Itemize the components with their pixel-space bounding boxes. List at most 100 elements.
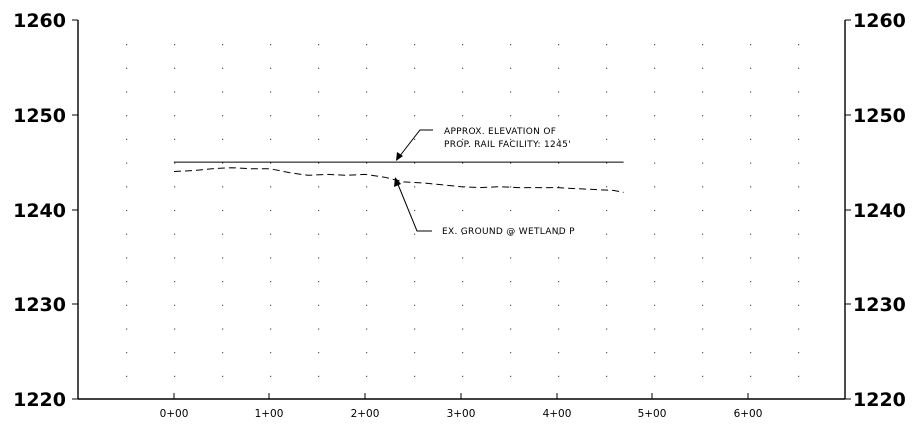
grid-dot: [318, 138, 320, 140]
station-label: 4+00: [543, 408, 572, 420]
grid-dot: [222, 209, 224, 212]
grid-dot: [126, 138, 128, 140]
grid-dot: [366, 281, 368, 283]
grid-dot: [366, 186, 368, 188]
left-elevation-axis: 1260 1250 1240 1230 1220: [13, 10, 79, 411]
grid-dot: [270, 233, 272, 235]
grid-dot: [126, 233, 128, 235]
left-elevation-label: 1230: [13, 294, 66, 316]
grid-dot: [606, 67, 608, 69]
grid-dot: [750, 209, 752, 212]
station-label: 1+00: [255, 408, 284, 420]
grid-dot: [702, 209, 704, 212]
grid-dot: [750, 304, 752, 306]
grid-dot: [318, 67, 320, 69]
grid-dot: [654, 162, 656, 164]
grid-dot: [126, 44, 128, 46]
existing-ground-line: [173, 167, 624, 193]
grid-dot: [558, 352, 560, 354]
grid-dot: [462, 162, 464, 164]
grid-dot: [126, 91, 128, 93]
grid-dot: [750, 186, 752, 188]
grid-dot: [462, 281, 464, 283]
grid-dot: [414, 233, 416, 235]
grid-dot: [318, 304, 320, 306]
grid-dot: [366, 44, 368, 46]
grid-dot: [654, 281, 656, 283]
grid-dot: [798, 91, 800, 93]
grid-dot: [462, 67, 464, 69]
grid-dot: [174, 162, 176, 164]
grid-dot: [798, 352, 800, 354]
grid-dot: [366, 257, 368, 259]
right-elevation-label: 1260: [853, 10, 906, 32]
grid-dot: [270, 115, 272, 117]
grid-dot: [462, 375, 464, 377]
grid-dot: [462, 91, 464, 93]
grid-dot: [750, 67, 752, 69]
grid-dot: [750, 281, 752, 283]
grid-dot: [222, 352, 224, 354]
grid-dot: [318, 233, 320, 235]
grid-dot: [702, 304, 704, 306]
grid-dot: [702, 115, 704, 117]
grid-dot: [174, 44, 176, 46]
grid-dot: [606, 375, 608, 377]
grid-dot: [174, 186, 176, 188]
grid-dot: [510, 257, 512, 259]
grid-dot: [222, 162, 224, 164]
proposed-leader-arrowhead: [396, 152, 403, 161]
grid-dot: [654, 67, 656, 69]
grid-dot: [606, 138, 608, 140]
grid-dot: [318, 115, 320, 117]
grid-dot: [750, 162, 752, 164]
grid-dot: [798, 328, 800, 330]
grid-dot: [126, 115, 128, 117]
grid-dot: [558, 209, 560, 212]
grid-dot: [654, 375, 656, 377]
grid-dot: [462, 328, 464, 330]
grid-dot: [174, 352, 176, 354]
grid-dot: [318, 328, 320, 330]
grid-dot: [750, 328, 752, 330]
grid-dot: [270, 91, 272, 93]
grid-dot: [510, 162, 512, 164]
grid-dot: [414, 352, 416, 354]
grid-dot: [606, 281, 608, 283]
grid-dot: [366, 209, 368, 212]
grid-dot: [654, 257, 656, 259]
grid-dot: [798, 44, 800, 46]
grid-dot: [798, 257, 800, 259]
grid-dot: [654, 233, 656, 235]
grid-dot: [606, 328, 608, 330]
grid-dot: [126, 375, 128, 377]
grid-dot: [174, 304, 176, 306]
grid-dot: [798, 375, 800, 377]
grid-dot: [366, 67, 368, 69]
grid-dot: [126, 186, 128, 188]
grid-dot: [558, 304, 560, 306]
grid-dot: [558, 328, 560, 330]
ground-leader-line: [396, 181, 432, 232]
grid-dot: [366, 91, 368, 93]
grid-dot: [702, 91, 704, 93]
right-elevation-label: 1230: [853, 294, 906, 316]
station-label: 2+00: [351, 408, 380, 420]
left-elevation-label: 1250: [13, 105, 66, 127]
grid-dot: [270, 375, 272, 377]
grid-dot: [558, 44, 560, 46]
grid-dot: [462, 233, 464, 235]
grid-dot: [798, 186, 800, 188]
grid-dot: [174, 328, 176, 330]
grid-dot: [318, 352, 320, 354]
grid-dot: [126, 352, 128, 354]
grid-dot: [558, 115, 560, 117]
grid-dot: [750, 115, 752, 117]
grid-dot: [558, 281, 560, 283]
proposed-elevation-callout: APPROX. ELEVATION OF PROP. RAIL FACILITY…: [396, 127, 571, 161]
grid-dot: [222, 115, 224, 117]
grid-dot: [222, 281, 224, 283]
grid-dots: [126, 44, 800, 377]
grid-dot: [270, 304, 272, 306]
grid-dot: [414, 91, 416, 93]
